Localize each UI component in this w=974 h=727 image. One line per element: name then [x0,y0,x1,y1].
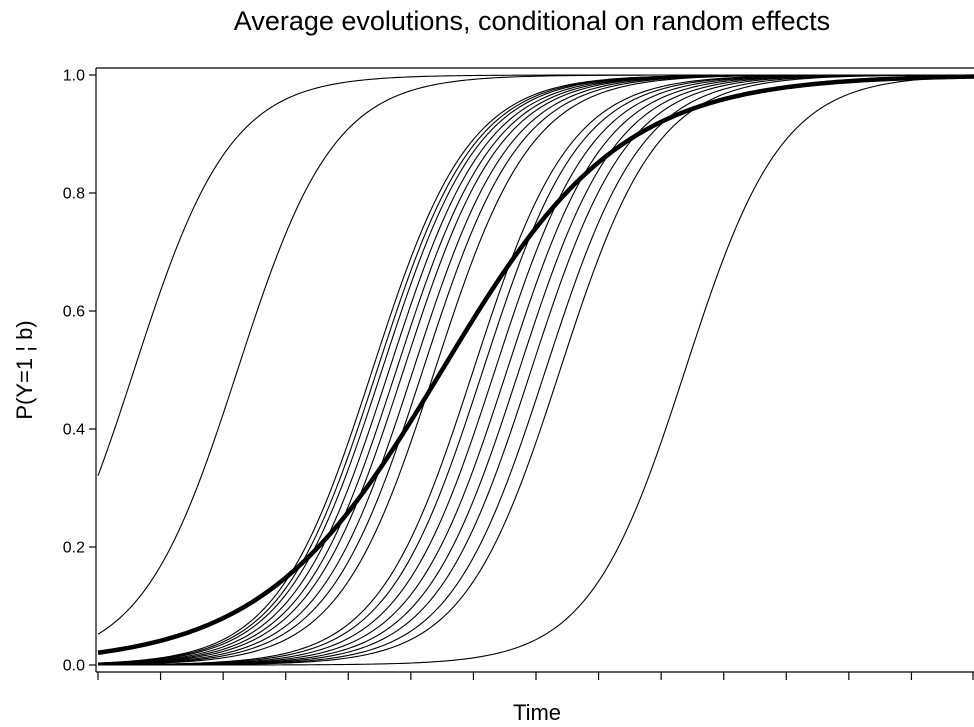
y-tick-label: 0.6 [63,304,85,321]
subject-curve-3 [97,74,974,664]
subject-curve-9 [97,74,974,665]
y-tick-label: 0.8 [63,186,85,203]
chart-title: Average evolutions, conditional on rando… [234,6,830,36]
y-axis-label: P(Y=1 ¦ b) [12,320,37,419]
subject-curve-7 [97,74,974,665]
subject-curve-12 [97,74,974,666]
y-tick-label: 0.4 [63,422,85,439]
x-axis-label: Time [513,700,561,725]
subject-curve-13 [97,74,974,666]
subject-curve-11 [97,74,974,666]
subject-curve-10 [97,74,974,665]
subject-curve-4 [97,74,974,664]
average-curve [97,74,974,655]
subject-curve-17 [97,74,974,666]
subject-curve-5 [97,74,974,664]
subject-curve-20 [98,75,974,666]
x-axis-ticks [97,672,974,680]
subject-curve-1 [97,74,974,476]
subject-curve-19 [98,74,974,666]
y-tick-label: 0.0 [63,658,85,675]
y-tick-label: 1.0 [63,68,85,85]
subject-curve-15 [97,74,974,666]
subject-curve-16 [97,74,974,666]
subject-curve-6 [97,74,974,665]
curves-group [97,74,974,666]
plot-area [95,67,974,673]
subject-curve-8 [97,74,974,665]
y-axis-ticks: 0.0 0.2 0.4 0.6 0.8 1.0 [63,68,96,675]
subject-curve-18 [97,74,974,666]
subject-curve-14 [97,74,974,666]
y-tick-label: 0.2 [63,540,85,557]
